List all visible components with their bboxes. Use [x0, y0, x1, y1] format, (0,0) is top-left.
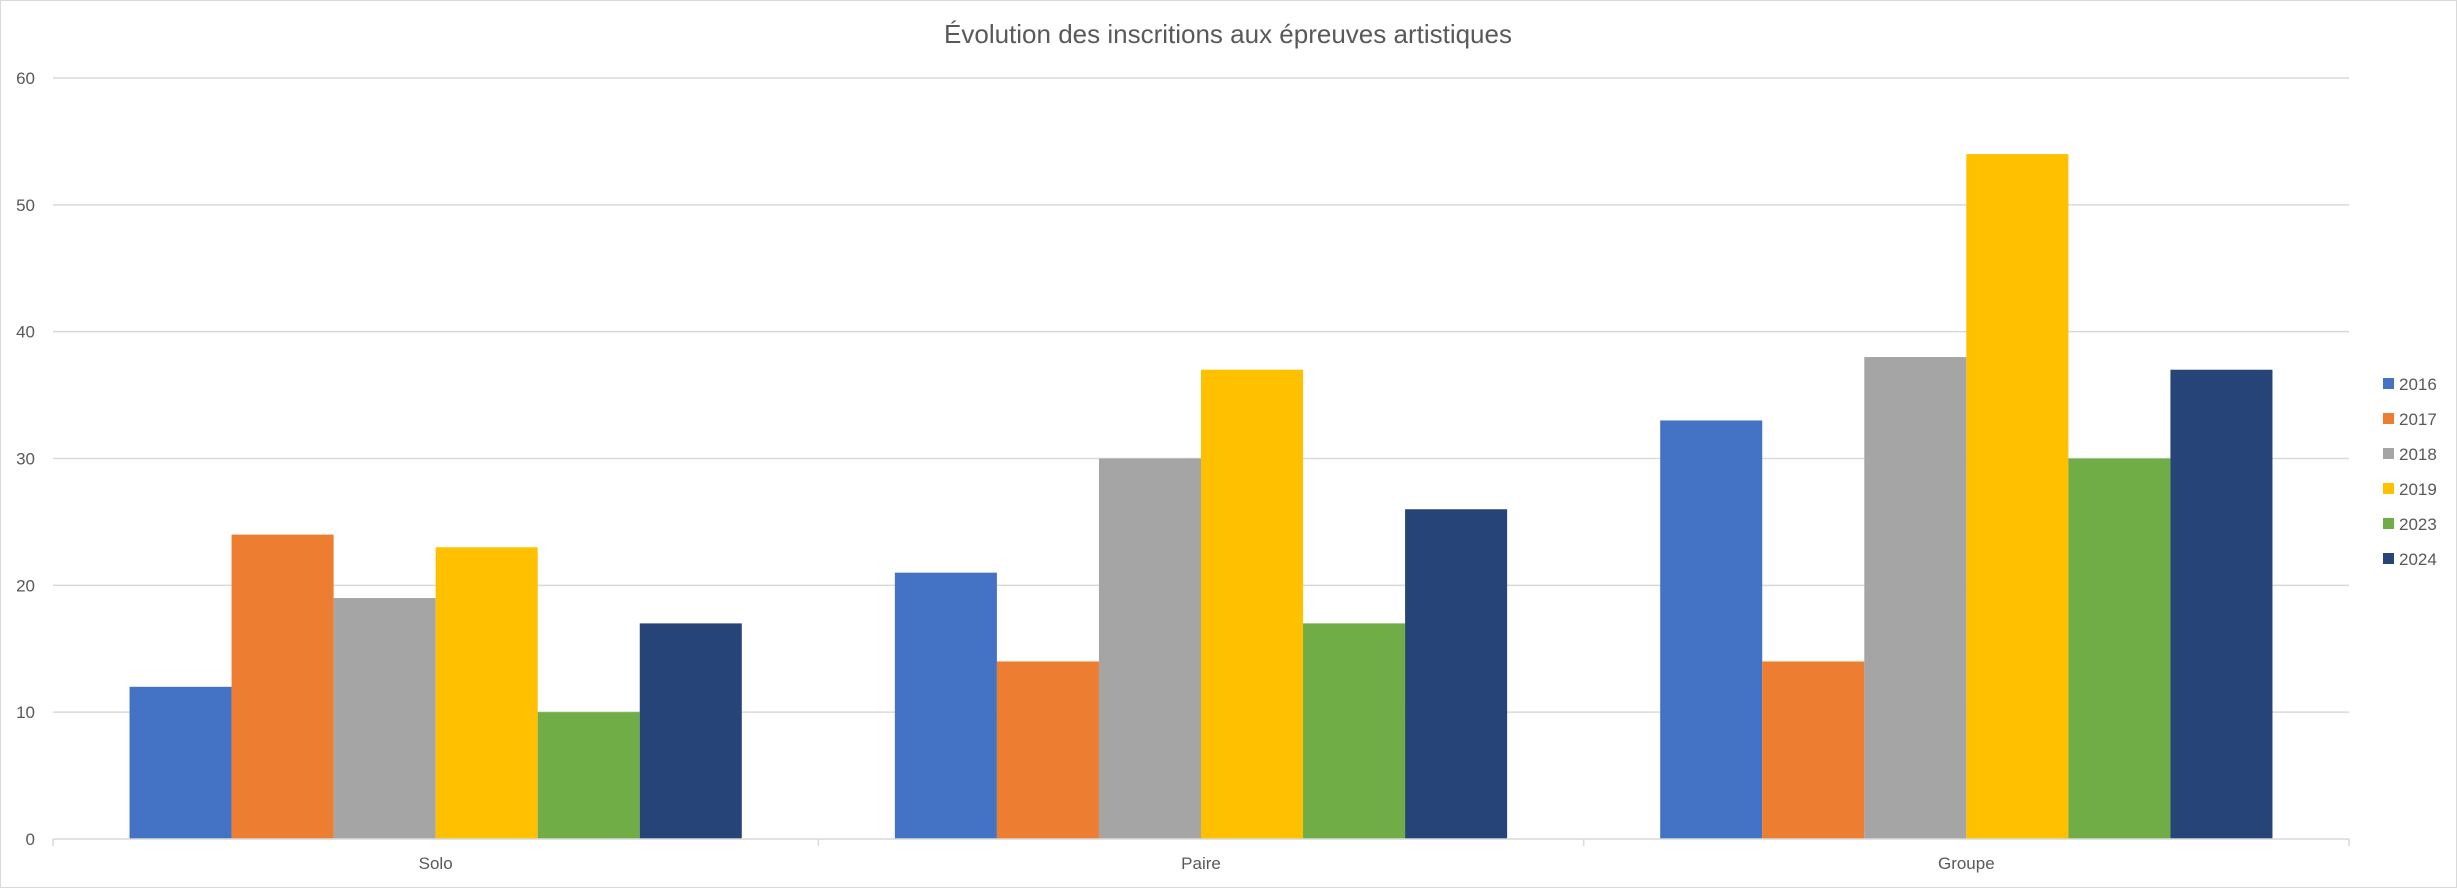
bar-2017-groupe: [1762, 661, 1865, 839]
bar-2017-solo: [231, 534, 334, 839]
legend-label: 2018: [2399, 445, 2437, 464]
legend-label: 2019: [2399, 480, 2437, 499]
bars: [129, 154, 2273, 840]
legend-swatch: [2383, 378, 2394, 389]
legend-swatch: [2383, 483, 2394, 494]
bar-2019-paire: [1201, 369, 1304, 839]
bar-2016-solo: [129, 686, 232, 839]
bar-2019-groupe: [1966, 154, 2069, 840]
y-tick-label: 50: [16, 196, 35, 215]
x-tick-label: Solo: [419, 854, 453, 873]
y-tick-label: 10: [16, 703, 35, 722]
bar-2018-solo: [333, 598, 436, 839]
bar-2024-groupe: [2170, 369, 2273, 839]
y-tick-label: 20: [16, 576, 35, 595]
bar-2018-groupe: [1864, 357, 1967, 839]
x-tick-label: Paire: [1181, 854, 1221, 873]
bar-2024-solo: [639, 623, 742, 839]
legend-label: 2017: [2399, 410, 2437, 429]
bar-2016-groupe: [1660, 420, 1763, 839]
legend-swatch: [2383, 518, 2394, 529]
y-tick-label: 60: [16, 69, 35, 88]
bar-2019-solo: [435, 547, 538, 839]
axes: 0 10 20 30 40 50 60 Solo Paire Groupe: [16, 69, 2350, 873]
legend-label: 2024: [2399, 550, 2437, 569]
bar-2018-paire: [1098, 458, 1201, 839]
legend-swatch: [2383, 448, 2394, 459]
y-tick-label: 30: [16, 450, 35, 469]
bar-2023-paire: [1303, 623, 1406, 839]
bar-2023-groupe: [2068, 458, 2171, 839]
x-tick-label: Groupe: [1938, 854, 1995, 873]
bar-2017-paire: [996, 661, 1099, 839]
y-tick-label: 40: [16, 323, 35, 342]
chart-title: Évolution des inscritions aux épreuves a…: [944, 19, 1512, 49]
bar-2016-paire: [894, 572, 997, 839]
bar-2024-paire: [1405, 509, 1508, 839]
y-tick-label: 0: [26, 830, 35, 849]
legend: 2016 2017 2018 2019 2023 2024: [2383, 375, 2437, 569]
legend-swatch: [2383, 553, 2394, 564]
legend-label: 2016: [2399, 375, 2437, 394]
bar-2023-solo: [537, 712, 640, 839]
legend-swatch: [2383, 413, 2394, 424]
legend-label: 2023: [2399, 515, 2437, 534]
